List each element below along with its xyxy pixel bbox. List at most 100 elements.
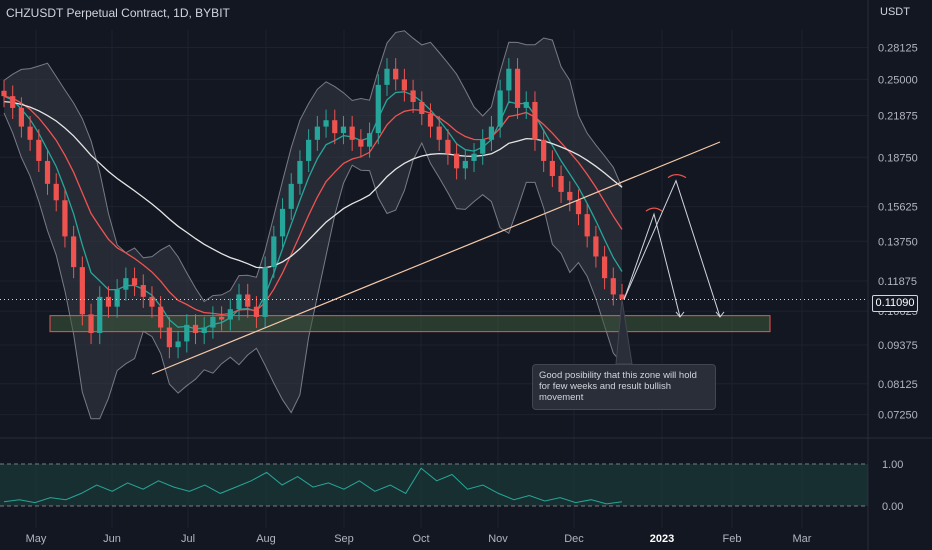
price-axis[interactable]: 0.28125 0.25000 0.21875 0.18750 0.15625 0.137… <box>878 42 918 421</box>
y-tick-label: 0.07250 <box>878 410 918 422</box>
candle-body <box>236 294 242 310</box>
candle-body <box>471 153 477 161</box>
candle-body <box>88 314 94 334</box>
candle-body <box>297 160 303 184</box>
candle-body <box>218 316 225 320</box>
candle-body <box>462 160 468 169</box>
projection-path-1 <box>623 212 681 318</box>
candle-body <box>593 236 599 257</box>
candle-body <box>245 294 251 307</box>
bollinger-upper <box>3 30 623 303</box>
candle-body <box>375 84 381 134</box>
y-tick-label: 0.09375 <box>878 340 918 352</box>
trendline[interactable] <box>151 141 721 375</box>
candle-body <box>166 327 172 348</box>
x-tick-label: Dec <box>564 533 584 545</box>
candle-body <box>332 120 338 134</box>
candle-body <box>549 160 555 176</box>
projection-arrows <box>615 174 725 365</box>
candle-body <box>401 79 408 91</box>
candle-body <box>53 183 59 201</box>
y-tick-label: 0.21875 <box>878 111 918 123</box>
candle-body <box>18 107 25 127</box>
peak-arc-1 <box>645 207 663 212</box>
x-tick-label: Jul <box>181 533 195 545</box>
y-tick-label: 0.28125 <box>878 42 918 54</box>
candle-body <box>149 296 155 307</box>
candle-body <box>123 278 129 290</box>
candle-body <box>1 90 7 97</box>
candle-body <box>210 316 216 328</box>
osc-tick-label: 0.00 <box>882 501 903 513</box>
candle-body <box>262 267 268 317</box>
candle-body <box>36 139 42 161</box>
y-tick-label: 0.13750 <box>878 236 918 248</box>
candle-body <box>62 200 68 237</box>
oscillator-panel: 1.00 0.00 <box>0 459 903 513</box>
y-tick-label: 0.11875 <box>878 276 917 288</box>
candle-body <box>454 153 460 169</box>
candle-body <box>201 327 207 334</box>
candle-body <box>227 309 233 320</box>
candle-body <box>10 96 16 108</box>
bollinger-area <box>4 30 622 419</box>
candle-body <box>601 256 608 279</box>
x-tick-label: Sep <box>334 533 354 545</box>
x-tick-label: Nov <box>488 533 508 545</box>
candle-body <box>288 183 294 209</box>
y-tick-label: 0.25000 <box>878 74 918 86</box>
candle-body <box>436 126 442 140</box>
current-price-tag: 0.11090 <box>872 295 918 312</box>
candle-body <box>514 68 521 108</box>
peak-arc-2 <box>667 174 687 179</box>
candle-body <box>114 289 120 307</box>
candle-body <box>306 139 312 161</box>
chart-title: CHZUSDT Perpetual Contract, 1D, BYBIT <box>6 6 230 20</box>
candle-body <box>384 68 390 85</box>
x-tick-label: May <box>26 533 47 545</box>
candle-body <box>97 296 103 334</box>
osc-tick-label: 1.00 <box>882 459 903 471</box>
candle-body <box>619 294 625 300</box>
candle-body <box>575 200 582 215</box>
x-tick-label: Jun <box>103 533 121 545</box>
candle-body <box>27 126 33 140</box>
candle-body <box>567 191 573 201</box>
oscillator-band <box>0 464 868 506</box>
candle-body <box>79 267 85 315</box>
candle-body <box>192 324 199 334</box>
y-tick-label: 0.18750 <box>878 152 918 164</box>
candle-body <box>340 126 347 134</box>
candle-body <box>506 68 512 91</box>
annotation-note[interactable]: Good posibility that this zone will hold… <box>532 364 716 410</box>
x-tick-label: Oct <box>412 533 429 545</box>
candle-body <box>480 139 486 154</box>
oscillator-line <box>3 467 623 505</box>
candlestick-series <box>1 58 625 359</box>
support-zone <box>49 315 771 333</box>
candle-body <box>175 341 181 348</box>
candle-body <box>488 126 495 140</box>
ema-red-line <box>3 95 623 316</box>
candle-body <box>427 114 434 127</box>
time-axis[interactable]: May Jun Jul Aug Sep Oct Nov Dec 2023 Feb Mar <box>26 533 812 545</box>
candle-body <box>314 126 320 140</box>
candle-body <box>419 101 425 115</box>
ascending-trendline <box>151 141 721 375</box>
projection-path-2 <box>623 179 721 318</box>
candle-body <box>523 101 529 108</box>
candle-body <box>253 306 260 317</box>
candle-body <box>71 236 77 268</box>
arrow-head-1 <box>675 311 685 318</box>
candle-body <box>105 296 112 307</box>
bollinger-band-fill <box>3 30 623 420</box>
candle-body <box>358 139 364 147</box>
candle-body <box>584 214 590 237</box>
candle-body <box>558 175 564 192</box>
x-tick-label: 2023 <box>650 533 674 545</box>
support-zone-box <box>49 315 771 333</box>
arrow-head-2 <box>715 311 725 318</box>
candle-body <box>279 208 286 237</box>
y-tick-label: 0.08125 <box>878 379 918 391</box>
